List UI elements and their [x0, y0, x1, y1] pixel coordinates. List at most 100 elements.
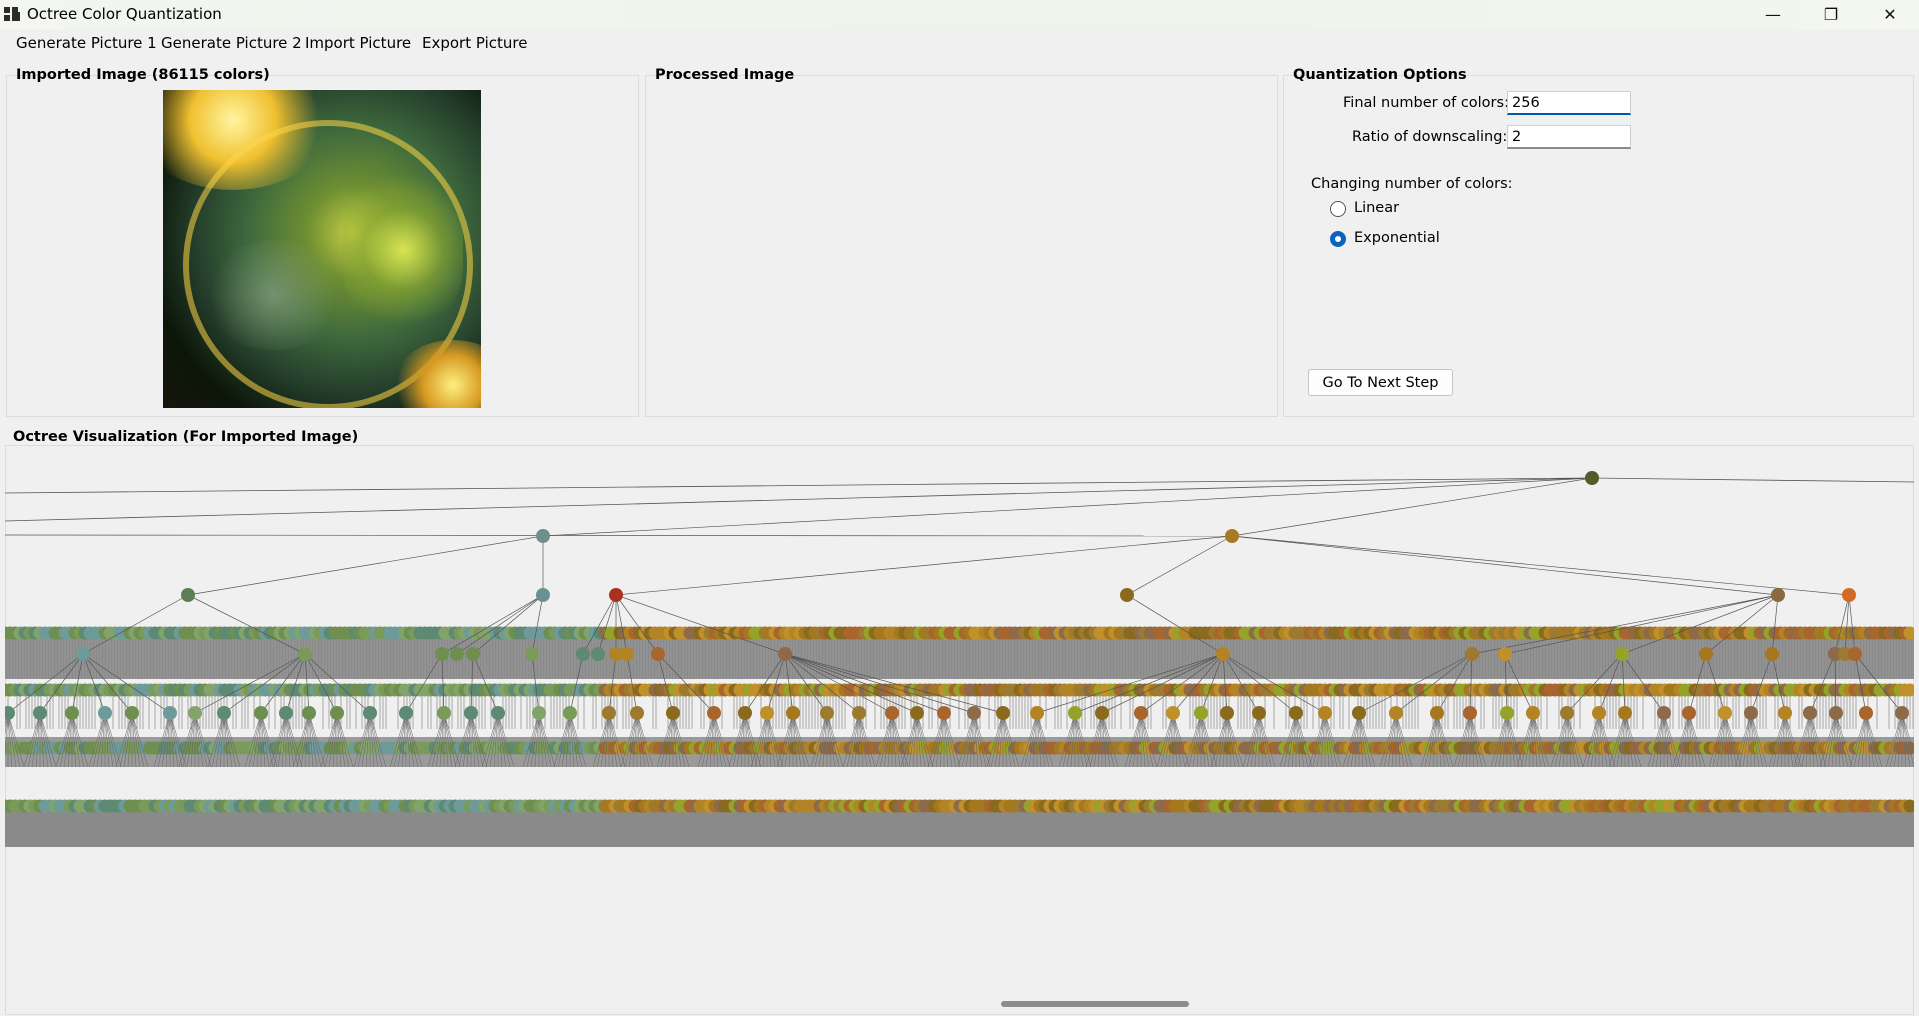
octree-leaf-node	[1903, 683, 1914, 697]
octree-node	[181, 588, 195, 602]
octree-node	[1318, 706, 1332, 720]
downscale-input[interactable]	[1507, 125, 1631, 149]
quantization-options-group	[1283, 75, 1914, 417]
octree-leaf-node	[1903, 626, 1914, 640]
octree-node	[1718, 706, 1732, 720]
menu-bar: Generate Picture 1 Generate Picture 2 Im…	[0, 29, 1919, 58]
window-title: Octree Color Quantization	[27, 5, 222, 23]
octree-node	[1842, 588, 1856, 602]
restore-icon[interactable]: ❐	[1823, 5, 1839, 24]
octree-node	[1289, 706, 1303, 720]
exponential-radio[interactable]	[1330, 231, 1346, 247]
octree-node	[1134, 706, 1148, 720]
octree-node	[1389, 706, 1403, 720]
imported-image	[163, 90, 481, 408]
octree-node	[298, 647, 312, 661]
octree-node	[651, 647, 665, 661]
octree-node	[1829, 706, 1843, 720]
octree-visualization	[5, 471, 1914, 847]
octree-title: Octree Visualization (For Imported Image…	[13, 429, 359, 445]
octree-node	[5, 706, 15, 720]
octree-node	[1030, 706, 1044, 720]
final-colors-label: Final number of colors:	[1343, 95, 1509, 111]
octree-node	[1194, 706, 1208, 720]
octree-node	[563, 706, 577, 720]
octree-node	[1765, 647, 1779, 661]
octree-node	[1430, 706, 1444, 720]
octree-node	[1500, 706, 1514, 720]
imported-image-title: Imported Image (86115 colors)	[16, 67, 270, 83]
octree-node	[820, 706, 834, 720]
menu-generate-picture-2[interactable]: Generate Picture 2	[161, 34, 302, 52]
octree-node	[620, 647, 634, 661]
minimize-icon[interactable]: —	[1765, 5, 1781, 24]
changing-colors-label: Changing number of colors:	[1311, 176, 1513, 192]
final-colors-input[interactable]	[1507, 91, 1631, 115]
octree-node	[1352, 706, 1366, 720]
octree-root-node	[1585, 471, 1599, 485]
octree-node	[363, 706, 377, 720]
octree-node	[1848, 647, 1862, 661]
octree-node	[525, 647, 539, 661]
octree-node	[1803, 706, 1817, 720]
processed-image-group	[645, 75, 1278, 417]
octree-node	[1778, 706, 1792, 720]
octree-node	[738, 706, 752, 720]
octree-node	[302, 706, 316, 720]
exponential-label[interactable]: Exponential	[1354, 230, 1440, 246]
octree-node	[1828, 647, 1842, 661]
octree-node	[279, 706, 293, 720]
octree-node	[188, 706, 202, 720]
octree-node	[1166, 706, 1180, 720]
octree-node	[707, 706, 721, 720]
close-icon[interactable]: ✕	[1883, 5, 1897, 24]
octree-node	[536, 529, 550, 543]
octree-node	[1682, 706, 1696, 720]
octree-node	[967, 706, 981, 720]
octree-node	[217, 706, 231, 720]
linear-radio[interactable]	[1330, 201, 1346, 217]
octree-node	[1526, 706, 1540, 720]
octree-node	[98, 706, 112, 720]
octree-node	[1220, 706, 1234, 720]
octree-node	[1225, 529, 1239, 543]
octree-node	[1592, 706, 1606, 720]
octree-node	[591, 647, 605, 661]
octree-node	[1120, 588, 1134, 602]
octree-node	[33, 706, 47, 720]
octree-node	[996, 706, 1010, 720]
octree-node	[1252, 706, 1266, 720]
octree-node	[1771, 588, 1785, 602]
octree-canvas	[5, 437, 1914, 993]
octree-node	[1615, 647, 1629, 661]
octree-node	[937, 706, 951, 720]
octree-leaf-node	[1903, 799, 1914, 813]
menu-generate-picture-1[interactable]: Generate Picture 1	[16, 34, 157, 52]
octree-node	[630, 706, 644, 720]
octree-node	[399, 706, 413, 720]
go-to-next-step-button[interactable]: Go To Next Step	[1308, 369, 1453, 396]
menu-export-picture[interactable]: Export Picture	[422, 34, 528, 52]
menu-import-picture[interactable]: Import Picture	[305, 34, 412, 52]
octree-node	[1498, 647, 1512, 661]
octree-node	[125, 706, 139, 720]
octree-node	[1465, 647, 1479, 661]
octree-node	[1699, 647, 1713, 661]
octree-node	[1216, 647, 1230, 661]
octree-node	[1859, 706, 1873, 720]
octree-node	[254, 706, 268, 720]
octree-node	[576, 647, 590, 661]
octree-node	[532, 706, 546, 720]
octree-node	[1895, 706, 1909, 720]
octree-node	[466, 647, 480, 661]
horizontal-scrollbar[interactable]	[1001, 1001, 1189, 1007]
octree-node	[1618, 706, 1632, 720]
octree-node	[910, 706, 924, 720]
linear-label[interactable]: Linear	[1354, 200, 1400, 216]
downscale-label: Ratio of downscaling:	[1352, 129, 1508, 145]
octree-node	[609, 588, 623, 602]
octree-node	[435, 647, 449, 661]
octree-node	[1068, 706, 1082, 720]
octree-node	[1560, 706, 1574, 720]
octree-node	[163, 706, 177, 720]
